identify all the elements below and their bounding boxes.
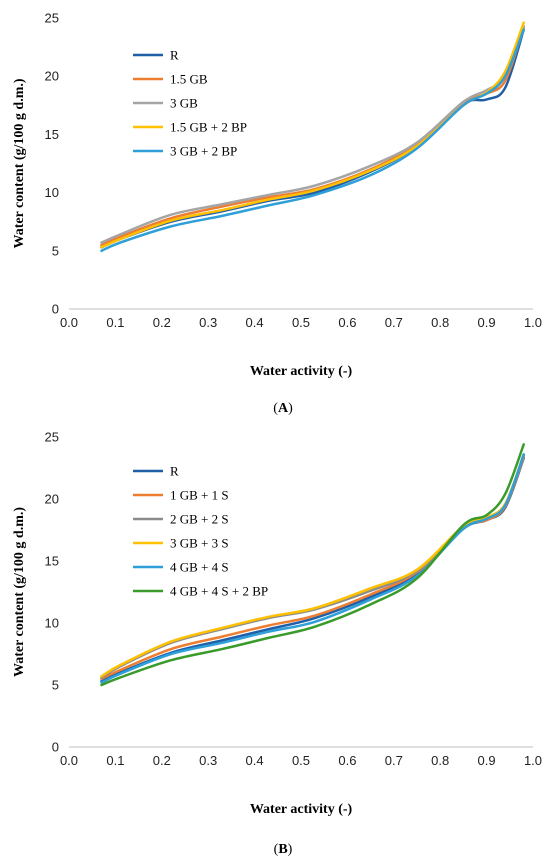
- chart-0-x-tick-label: 0.6: [338, 315, 356, 330]
- chart-0-legend-label-4: 3 GB + 2 BP: [170, 144, 237, 159]
- chart-1-series-line-0: [100, 456, 525, 683]
- chart-1-y-tick-label: 10: [45, 616, 59, 631]
- chart-1-y-axis-title: Water content (g/100 g d.m.): [12, 507, 27, 677]
- chart-1-x-tick-label: 0.6: [338, 753, 356, 768]
- chart-0-y-tick-label: 10: [45, 185, 59, 200]
- chart-1-x-tick-label: 1.0: [524, 753, 542, 768]
- chart-1-x-tick-label: 0.0: [60, 753, 78, 768]
- chart-0-series-line-0: [100, 28, 525, 249]
- chart-1-y-tick-label: 5: [52, 678, 59, 693]
- chart-1-x-tick-label: 0.9: [478, 753, 496, 768]
- chart-panel-b: 0.0 0.1 0.2 0.3 0.4 0.5 0.6 0.7 0.8 0.9 1.0 0 5 10 15 2…: [0, 425, 550, 858]
- chart-1-x-axis-title: Water activity (-): [250, 802, 353, 817]
- chart-0-legend-label-0: R: [170, 48, 179, 63]
- chart-0-y-axis-title: Water content (g/100 g d.m.): [12, 78, 27, 248]
- chart-1-legend-label-4: 4 GB + 4 S: [170, 560, 229, 575]
- chart-1-legend-label-0: R: [170, 464, 179, 479]
- chart-1-y-tick-label: 25: [45, 430, 59, 445]
- chart-0-legend-label-3: 1.5 GB + 2 BP: [170, 120, 247, 135]
- chart-1-x-tick-label: 0.1: [106, 753, 124, 768]
- chart-0-x-tick-label: 0.5: [292, 315, 310, 330]
- chart-1-series-line-4: [100, 453, 525, 684]
- chart-0-y-tick-label: 5: [52, 243, 59, 258]
- chart-1-x-tick-label: 0.5: [292, 753, 310, 768]
- chart-0-x-tick-label: 1.0: [524, 315, 542, 330]
- chart-0-y-tick-label: 0: [52, 302, 59, 317]
- chart-0-x-tick-label: 0.8: [431, 315, 449, 330]
- chart-panel-a: 0.0 0.1 0.2 0.3 0.4 0.5 0.6 0.7 0.8 0.9 1.0 0 5 10 15 2…: [0, 0, 550, 420]
- chart-a-svg: 0.0 0.1 0.2 0.3 0.4 0.5 0.6 0.7 0.8 0.9 1.0 0 5 10 15 2…: [12, 11, 542, 417]
- chart-0-series-line-1: [100, 26, 525, 247]
- chart-0-x-tick-label: 0.1: [106, 315, 124, 330]
- chart-0-x-tick-label: 0.2: [153, 315, 171, 330]
- chart-1-legend-label-1: 1 GB + 1 S: [170, 488, 229, 503]
- chart-0-panel-label: (A): [273, 401, 293, 416]
- chart-0-y-tick-label: 20: [45, 69, 59, 84]
- chart-1-x-tick-label: 0.4: [246, 753, 264, 768]
- chart-1-x-tick-label: 0.8: [431, 753, 449, 768]
- chart-0-series-line-2: [100, 24, 525, 244]
- chart-1-x-tick-label: 0.7: [385, 753, 403, 768]
- chart-0-series-line-3: [100, 21, 525, 249]
- chart-1-legend-label-2: 2 GB + 2 S: [170, 512, 229, 527]
- chart-0-series-line-4: [100, 28, 525, 253]
- chart-1-x-tick-label: 0.3: [199, 753, 217, 768]
- chart-0-legend-label-1: 1.5 GB: [170, 72, 208, 87]
- chart-0-legend-label-2: 3 GB: [170, 96, 198, 111]
- chart-1-panel-label: (B): [274, 842, 293, 857]
- chart-0-x-tick-label: 0.7: [385, 315, 403, 330]
- chart-0-x-tick-label: 0.3: [199, 315, 217, 330]
- chart-1-x-tick-label: 0.2: [153, 753, 171, 768]
- chart-0-x-tick-label: 0.4: [246, 315, 264, 330]
- chart-1-y-tick-label: 20: [45, 492, 59, 507]
- chart-0-x-tick-label: 0.0: [60, 315, 78, 330]
- chart-0-x-axis-title: Water activity (-): [250, 364, 353, 379]
- chart-0-y-tick-label: 15: [45, 127, 59, 142]
- chart-b-svg: 0.0 0.1 0.2 0.3 0.4 0.5 0.6 0.7 0.8 0.9 1.0 0 5 10 15 2…: [12, 430, 542, 858]
- chart-0-x-tick-label: 0.9: [478, 315, 496, 330]
- chart-1-y-tick-label: 15: [45, 554, 59, 569]
- chart-0-y-tick-label: 25: [45, 11, 59, 26]
- chart-1-series-line-3: [100, 453, 525, 678]
- chart-1-series-line-5: [100, 443, 525, 687]
- chart-1-legend-label-3: 3 GB + 3 S: [170, 536, 229, 551]
- chart-1-y-tick-label: 0: [52, 740, 59, 755]
- chart-1-legend-label-5: 4 GB + 4 S + 2 BP: [170, 584, 268, 599]
